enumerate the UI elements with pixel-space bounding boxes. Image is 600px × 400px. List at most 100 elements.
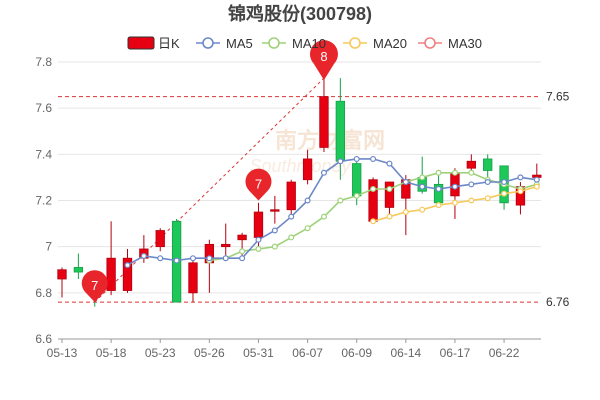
candle-down: [73, 267, 84, 273]
x-tick-label: 06-09: [341, 346, 372, 360]
marker-pin: 8: [309, 40, 338, 81]
candle-down: [483, 158, 493, 171]
ma10-point: [386, 185, 393, 192]
legend-swatch-dot: [424, 37, 436, 49]
ma5-point: [271, 227, 278, 234]
ma5-point: [337, 158, 344, 165]
candle-up: [270, 209, 280, 212]
ma5-point: [288, 213, 295, 220]
reference-line-label: 7.65: [546, 90, 570, 104]
legend-swatch-dot: [349, 37, 361, 49]
ma5-point: [239, 255, 246, 262]
candle-up: [188, 262, 198, 294]
candle-up: [286, 181, 296, 211]
candles: [57, 78, 542, 307]
y-tick-label: 7.4: [35, 147, 52, 161]
ma20-point: [419, 206, 426, 213]
ma20-point: [386, 213, 393, 220]
ma5-point: [386, 160, 393, 167]
ma20-point: [517, 188, 524, 195]
ma5-point: [484, 179, 491, 186]
x-tick-label: 05-26: [194, 346, 225, 360]
marker-label: 8: [320, 49, 327, 64]
legend-swatch-k: [127, 36, 155, 50]
ma20-point: [468, 197, 475, 204]
legend[interactable]: 日K MA5 MA10 MA20 MA30: [127, 36, 482, 51]
ma5-point: [140, 252, 147, 259]
ma5-point: [304, 197, 311, 204]
candle-up: [122, 257, 133, 291]
ma20-point: [435, 202, 442, 209]
x-tick-label: 06-07: [292, 346, 323, 360]
ma10-point: [370, 185, 377, 192]
legend-item-ma20[interactable]: MA20: [343, 36, 407, 51]
x-tick-label: 06-22: [489, 346, 520, 360]
ma10-point: [320, 213, 327, 220]
y-tick-label: 7.8: [35, 55, 52, 69]
ma5-point: [255, 236, 262, 243]
ma5-point: [435, 185, 442, 192]
legend-label: MA30: [448, 36, 482, 51]
ma10-point: [271, 243, 278, 250]
legend-label: MA20: [373, 36, 407, 51]
candle-up: [319, 96, 329, 148]
marker-pin-shape: [309, 40, 338, 81]
ma5-point: [517, 174, 524, 181]
candle-up: [221, 243, 231, 248]
candle-up: [302, 158, 313, 181]
legend-label: 日K: [158, 36, 180, 51]
x-tick-label: 05-31: [243, 346, 274, 360]
legend-item-ma30[interactable]: MA30: [418, 36, 482, 51]
ma10-point: [451, 169, 458, 176]
ma10-point: [255, 245, 262, 252]
ma10-point: [468, 169, 475, 176]
moving-average-lines: [124, 155, 540, 269]
candle-down: [335, 100, 345, 162]
markers: 8 7 7: [81, 40, 338, 303]
legend-item-ma5[interactable]: MA5: [196, 36, 253, 51]
candle-up: [368, 179, 378, 222]
ma5-point: [468, 181, 475, 188]
y-tick-label: 6.8: [35, 286, 52, 300]
y-tick-label: 6.6: [35, 332, 52, 346]
chart-title-group: 锦鸡股份(300798): [228, 3, 372, 24]
ma10-point: [419, 174, 426, 181]
legend-item-ma10[interactable]: MA10: [262, 36, 326, 51]
y-tick-label: 7: [45, 240, 52, 254]
reference-lines: 7.65 6.76: [58, 77, 570, 309]
ma10-point: [435, 169, 442, 176]
ma10-point: [288, 234, 295, 241]
ma5-point: [419, 183, 426, 190]
ma5-point: [320, 169, 327, 176]
legend-swatch-dot: [268, 37, 280, 49]
watermark-text: 南方财富网: [275, 128, 385, 153]
ma20-point: [402, 209, 409, 216]
candle-up: [106, 257, 116, 291]
candle-up: [155, 230, 165, 248]
ma5-point: [206, 255, 213, 262]
legend-swatch-dot: [202, 37, 214, 49]
ma20-point: [451, 199, 458, 206]
legend-item-k[interactable]: 日K: [127, 36, 180, 51]
x-tick-label: 06-14: [390, 346, 421, 360]
candle-up: [466, 160, 476, 169]
ma5-point: [451, 183, 458, 190]
ma10-point: [304, 225, 311, 232]
x-tick-label: 05-13: [47, 346, 78, 360]
ma20-point: [370, 218, 377, 225]
ma5-point: [189, 255, 196, 262]
marker-pin: 7: [81, 270, 108, 303]
ma10-point: [337, 197, 344, 204]
y-tick-label: 7.6: [35, 101, 52, 115]
ma10-point: [353, 192, 360, 199]
ma20-point: [484, 195, 491, 202]
ma20-point: [533, 183, 540, 190]
x-tick-label: 05-18: [96, 346, 127, 360]
ma10-point: [239, 248, 246, 255]
ma5-point: [370, 155, 377, 162]
candle-up: [384, 181, 395, 208]
marker-label: 7: [255, 177, 262, 192]
axes: 6.6 6.8 7 7.2 7.4 7.6 7.8 05-13 05-18 05-23 05-26 0…: [35, 55, 541, 360]
